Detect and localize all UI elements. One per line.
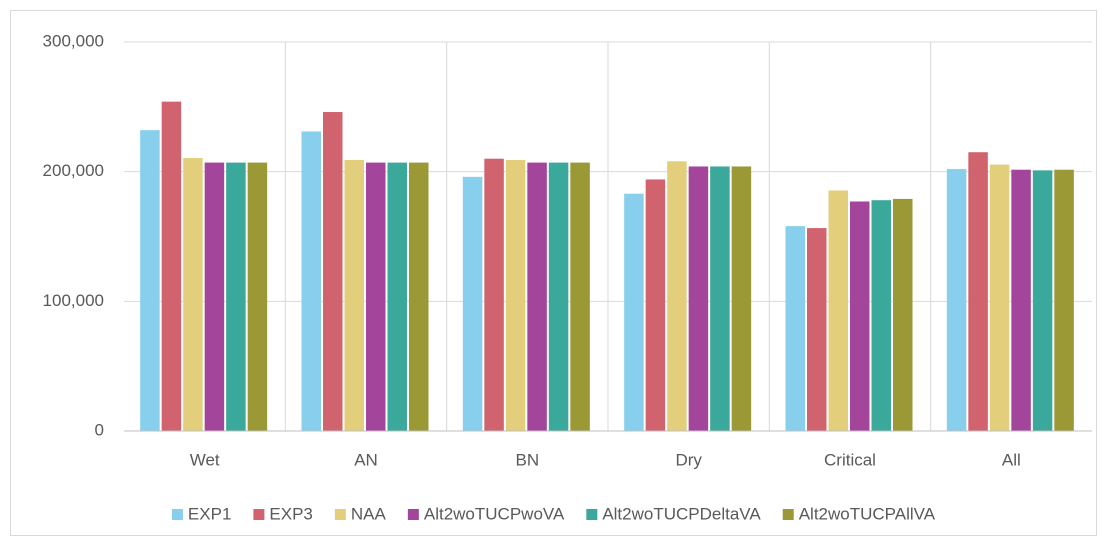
bar xyxy=(731,166,752,432)
bar xyxy=(323,112,343,432)
bar xyxy=(893,198,913,431)
bar xyxy=(387,162,407,431)
bar xyxy=(1011,169,1031,431)
bar xyxy=(301,131,321,431)
bar xyxy=(366,162,386,431)
x-tick-label: All xyxy=(1002,450,1021,469)
bar xyxy=(409,162,429,431)
x-tick-label: AN xyxy=(354,450,378,469)
x-tick-label: Dry xyxy=(675,450,702,469)
bar xyxy=(462,176,483,431)
bar xyxy=(688,166,709,432)
bar xyxy=(968,152,988,431)
legend-label: Alt2woTUCPwoVA xyxy=(424,504,565,523)
bar xyxy=(807,228,827,431)
legend-swatch xyxy=(334,509,346,520)
legend-label: NAA xyxy=(351,504,387,523)
bar xyxy=(946,169,967,431)
bar xyxy=(1054,169,1074,431)
bar xyxy=(161,101,182,431)
bar xyxy=(1032,170,1053,431)
x-tick-label: Critical xyxy=(824,450,876,469)
legend-swatch xyxy=(171,509,183,520)
legend-label: Alt2woTUCPAllVA xyxy=(799,504,936,523)
x-tick-label: Wet xyxy=(190,450,220,469)
legend-label: EXP1 xyxy=(188,504,231,523)
bar xyxy=(344,159,364,431)
legend-label: EXP3 xyxy=(269,504,312,523)
bar xyxy=(247,162,268,431)
bar xyxy=(645,179,666,431)
bar xyxy=(624,193,644,431)
legend-swatch xyxy=(407,509,419,520)
legend-swatch xyxy=(253,509,265,520)
bar xyxy=(484,158,504,431)
bar xyxy=(710,166,730,432)
bar xyxy=(226,162,246,431)
legend-swatch xyxy=(782,509,794,520)
y-tick-label: 100,000 xyxy=(43,291,104,310)
bar xyxy=(570,162,590,431)
bar xyxy=(527,162,547,431)
y-tick-label: 0 xyxy=(95,420,104,439)
y-tick-label: 200,000 xyxy=(43,161,104,180)
bar xyxy=(140,130,160,431)
bar xyxy=(828,190,848,431)
legend-label: Alt2woTUCPDeltaVA xyxy=(602,504,761,523)
bar xyxy=(183,158,203,431)
bar xyxy=(204,162,225,431)
bar xyxy=(989,164,1010,431)
legend-swatch xyxy=(586,509,598,520)
bar xyxy=(785,226,805,431)
bar xyxy=(850,201,870,431)
x-tick-label: BN xyxy=(516,450,540,469)
bar xyxy=(548,162,569,431)
bar xyxy=(505,159,526,431)
bar xyxy=(871,200,891,431)
bar xyxy=(667,161,687,431)
y-tick-label: 300,000 xyxy=(43,31,104,50)
